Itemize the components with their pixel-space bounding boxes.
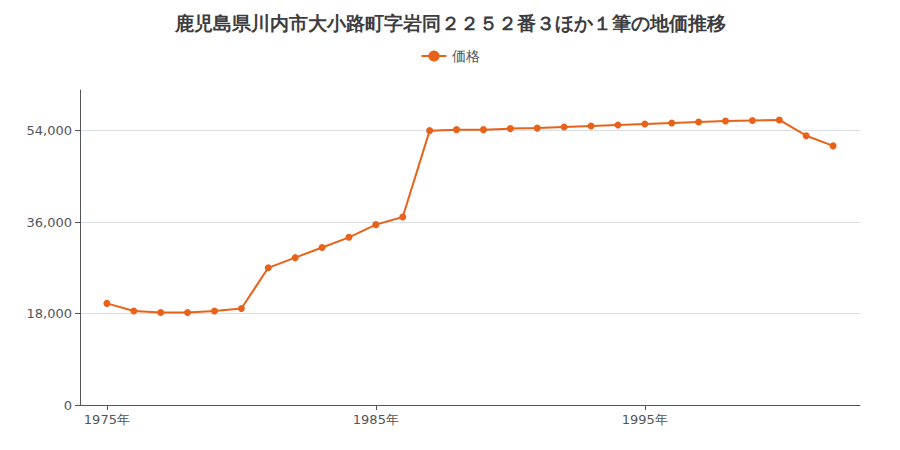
svg-text:鹿児島県川内市大小路町字岩同２２５２番３ほか１筆の地価推移: 鹿児島県川内市大小路町字岩同２２５２番３ほか１筆の地価推移 bbox=[174, 12, 726, 34]
svg-text:0: 0 bbox=[64, 398, 72, 413]
svg-text:1975年: 1975年 bbox=[84, 412, 130, 427]
svg-text:価格: 価格 bbox=[452, 48, 480, 64]
svg-text:1985年: 1985年 bbox=[353, 412, 399, 427]
svg-text:18,000: 18,000 bbox=[27, 306, 73, 321]
svg-text:1995年: 1995年 bbox=[622, 412, 668, 427]
svg-text:36,000: 36,000 bbox=[27, 215, 73, 230]
svg-text:54,000: 54,000 bbox=[27, 123, 73, 138]
